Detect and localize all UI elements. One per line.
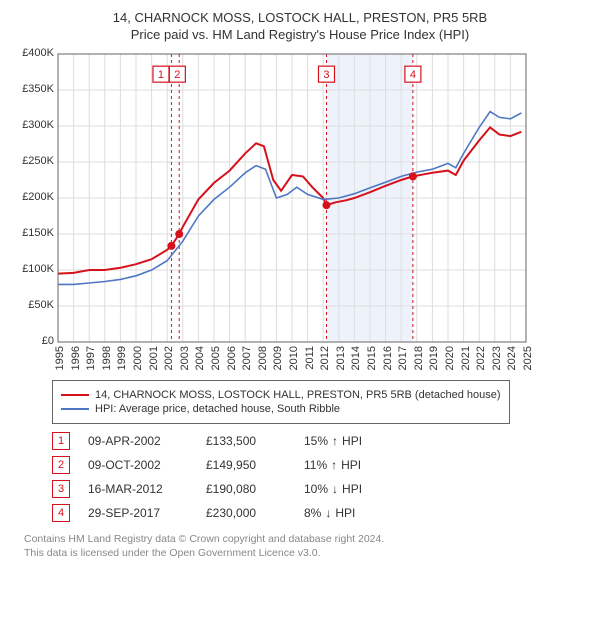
title-address: 14, CHARNOCK MOSS, LOSTOCK HALL, PRESTON… xyxy=(12,10,588,25)
transaction-date: 09-APR-2002 xyxy=(88,434,188,448)
x-tick-label: 1999 xyxy=(116,346,128,370)
legend-label: HPI: Average price, detached house, Sout… xyxy=(95,403,340,415)
x-tick-label: 2013 xyxy=(335,346,347,370)
y-tick-label: £250K xyxy=(22,155,54,167)
title-subtitle: Price paid vs. HM Land Registry's House … xyxy=(12,27,588,42)
footer-line-1: Contains HM Land Registry data © Crown c… xyxy=(24,532,588,546)
y-tick-label: £50K xyxy=(28,299,54,311)
transaction-diff: 8% ↓ HPI xyxy=(304,506,394,520)
x-tick-label: 2024 xyxy=(506,346,518,370)
x-tick-label: 2016 xyxy=(382,346,394,370)
y-tick-label: £100K xyxy=(22,263,54,275)
transaction-date: 16-MAR-2012 xyxy=(88,482,188,496)
y-tick-label: £400K xyxy=(22,47,54,59)
x-tick-label: 2006 xyxy=(226,346,238,370)
x-tick-label: 2009 xyxy=(272,346,284,370)
y-tick-label: £200K xyxy=(22,191,54,203)
svg-text:2: 2 xyxy=(174,69,180,81)
legend: 14, CHARNOCK MOSS, LOSTOCK HALL, PRESTON… xyxy=(52,380,510,424)
transaction-hpi-label: HPI xyxy=(342,482,362,496)
transaction-price: £230,000 xyxy=(206,506,286,520)
legend-item: 14, CHARNOCK MOSS, LOSTOCK HALL, PRESTON… xyxy=(61,389,501,401)
x-tick-label: 2000 xyxy=(132,346,144,370)
transaction-pct: 10% xyxy=(304,482,328,496)
transaction-row: 4 29-SEP-2017 £230,000 8% ↓ HPI xyxy=(52,504,588,522)
transaction-pct: 11% xyxy=(304,458,327,472)
footer-line-2: This data is licensed under the Open Gov… xyxy=(24,546,588,560)
legend-swatch xyxy=(61,394,89,396)
svg-text:1: 1 xyxy=(158,69,164,81)
x-tick-label: 2020 xyxy=(444,346,456,370)
x-tick-label: 2019 xyxy=(428,346,440,370)
arrow-down-icon: ↓ xyxy=(332,482,338,496)
x-tick-label: 2002 xyxy=(163,346,175,370)
transaction-row: 1 09-APR-2002 £133,500 15% ↑ HPI xyxy=(52,432,588,450)
transaction-hpi-label: HPI xyxy=(342,434,362,448)
legend-swatch xyxy=(61,408,89,410)
x-tick-label: 2011 xyxy=(304,346,316,370)
transaction-row: 3 16-MAR-2012 £190,080 10% ↓ HPI xyxy=(52,480,588,498)
x-tick-label: 2001 xyxy=(148,346,160,370)
x-tick-label: 2017 xyxy=(397,346,409,370)
x-tick-label: 1998 xyxy=(101,346,113,370)
x-tick-label: 2004 xyxy=(194,346,206,370)
transaction-date: 29-SEP-2017 xyxy=(88,506,188,520)
transaction-badge: 4 xyxy=(52,504,70,522)
x-tick-label: 1995 xyxy=(54,346,66,370)
transaction-pct: 15% xyxy=(304,434,328,448)
transaction-date: 09-OCT-2002 xyxy=(88,458,188,472)
x-tick-label: 1996 xyxy=(70,346,82,370)
x-tick-label: 1997 xyxy=(85,346,97,370)
transaction-badge: 3 xyxy=(52,480,70,498)
svg-text:4: 4 xyxy=(410,69,416,81)
transaction-diff: 10% ↓ HPI xyxy=(304,482,394,496)
y-tick-label: £150K xyxy=(22,227,54,239)
x-tick-label: 2010 xyxy=(288,346,300,370)
transaction-price: £149,950 xyxy=(206,458,286,472)
legend-item: HPI: Average price, detached house, Sout… xyxy=(61,403,501,415)
arrow-down-icon: ↓ xyxy=(325,506,331,520)
transaction-hpi-label: HPI xyxy=(341,458,361,472)
y-tick-label: £0 xyxy=(42,335,54,347)
arrow-up-icon: ↑ xyxy=(331,458,337,472)
svg-text:3: 3 xyxy=(323,69,329,81)
x-tick-label: 2003 xyxy=(179,346,191,370)
x-tick-label: 2018 xyxy=(413,346,425,370)
x-tick-label: 2008 xyxy=(257,346,269,370)
x-tick-label: 2021 xyxy=(460,346,472,370)
price-chart: 12 3 4 £0 £50K £100K £150K £200K £250K £300K £350K… xyxy=(12,48,532,348)
x-tick-label: 2015 xyxy=(366,346,378,370)
transaction-hpi-label: HPI xyxy=(335,506,355,520)
transaction-diff: 15% ↑ HPI xyxy=(304,434,394,448)
transaction-badge: 1 xyxy=(52,432,70,450)
y-tick-label: £350K xyxy=(22,83,54,95)
transactions-table: 109-APR-2002£133,50015%↑HPI209-OCT-2002£… xyxy=(52,432,588,522)
x-tick-label: 2014 xyxy=(350,346,362,370)
legend-label: 14, CHARNOCK MOSS, LOSTOCK HALL, PRESTON… xyxy=(95,389,501,401)
transaction-row: 2 09-OCT-2002 £149,950 11% ↑ HPI xyxy=(52,456,588,474)
x-tick-label: 2005 xyxy=(210,346,222,370)
transaction-price: £133,500 xyxy=(206,434,286,448)
x-tick-label: 2023 xyxy=(491,346,503,370)
x-tick-label: 2007 xyxy=(241,346,253,370)
x-tick-label: 2022 xyxy=(475,346,487,370)
transaction-badge: 2 xyxy=(52,456,70,474)
x-tick-label: 2012 xyxy=(319,346,331,370)
x-tick-label: 2025 xyxy=(522,346,534,370)
transaction-diff: 11% ↑ HPI xyxy=(304,458,394,472)
transaction-price: £190,080 xyxy=(206,482,286,496)
arrow-up-icon: ↑ xyxy=(332,434,338,448)
transaction-pct: 8% xyxy=(304,506,321,520)
y-tick-label: £300K xyxy=(22,119,54,131)
